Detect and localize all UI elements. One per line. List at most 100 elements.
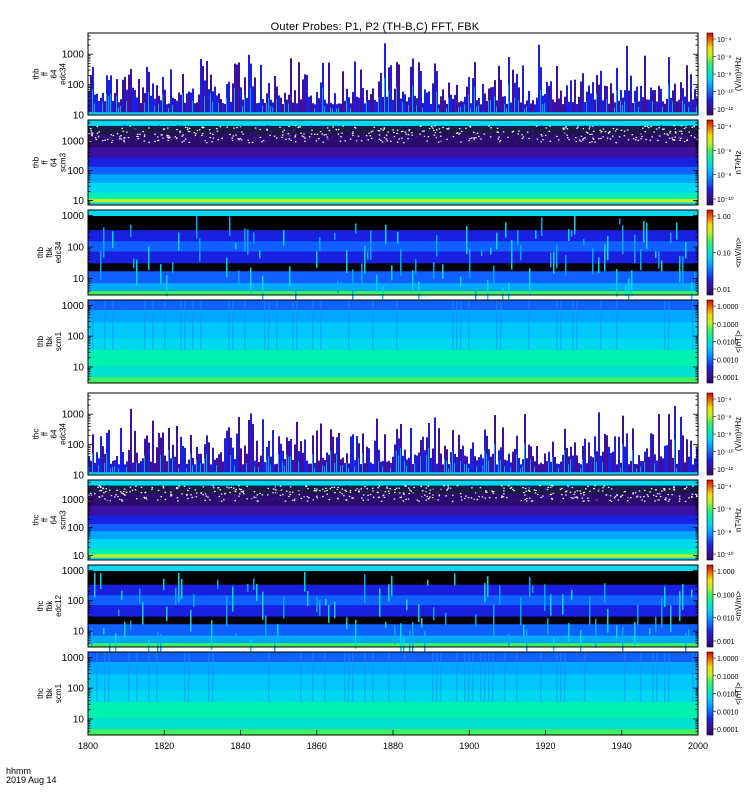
noise-speck bbox=[406, 485, 409, 488]
spectral-column bbox=[96, 452, 98, 473]
noise-speck bbox=[491, 129, 493, 131]
noise-speck bbox=[658, 139, 660, 142]
spectral-column-core bbox=[684, 104, 685, 113]
texture-stripe bbox=[152, 300, 154, 350]
noise-speck bbox=[423, 130, 425, 132]
spectral-column-core bbox=[524, 443, 525, 473]
burst-stripe bbox=[319, 599, 321, 616]
spectral-column-core bbox=[98, 465, 99, 473]
spectral-column-core bbox=[204, 96, 205, 113]
noise-speck bbox=[122, 130, 124, 132]
noise-speck bbox=[110, 140, 113, 142]
noise-speck bbox=[282, 500, 284, 502]
noise-speck bbox=[553, 135, 556, 138]
spectral-column-core bbox=[384, 77, 385, 113]
noise-speck bbox=[556, 135, 558, 138]
noise-speck bbox=[274, 492, 277, 494]
burst-stripe bbox=[229, 216, 231, 236]
spectral-column bbox=[370, 94, 372, 113]
noise-speck bbox=[182, 134, 185, 136]
noise-speck bbox=[564, 127, 567, 129]
spectral-column bbox=[454, 94, 456, 113]
burst-stripe bbox=[616, 625, 618, 639]
spectral-column bbox=[372, 88, 374, 113]
noise-speck bbox=[283, 129, 285, 131]
burst-stripe bbox=[196, 216, 198, 239]
burst-stripe bbox=[388, 584, 390, 602]
frequency-band bbox=[88, 134, 698, 148]
spectrogram-image bbox=[88, 300, 698, 384]
noise-speck bbox=[340, 138, 342, 140]
noise-speck bbox=[483, 135, 486, 137]
spectral-column-core bbox=[226, 98, 227, 113]
noise-speck bbox=[383, 140, 386, 142]
noise-speck bbox=[280, 489, 283, 491]
noise-speck bbox=[89, 128, 92, 130]
spectral-column bbox=[352, 434, 354, 473]
noise-speck bbox=[395, 135, 397, 138]
noise-speck bbox=[364, 486, 366, 488]
noise-speck bbox=[201, 134, 203, 137]
noise-speck bbox=[495, 499, 497, 501]
noise-speck bbox=[649, 491, 651, 493]
noise-speck bbox=[178, 485, 180, 487]
burst-stripe bbox=[544, 584, 546, 611]
noise-speck bbox=[112, 133, 115, 135]
texture-stripe bbox=[564, 652, 566, 702]
noise-speck bbox=[188, 493, 191, 495]
noise-speck bbox=[542, 126, 545, 128]
spectral-column-core bbox=[488, 460, 489, 473]
burst-stripe bbox=[682, 256, 684, 286]
noise-speck bbox=[443, 495, 446, 497]
noise-speck bbox=[594, 484, 596, 487]
noise-speck bbox=[593, 127, 595, 129]
spectral-column bbox=[132, 87, 134, 113]
noise-speck bbox=[594, 498, 597, 500]
noise-speck bbox=[355, 140, 358, 142]
spectral-column bbox=[200, 453, 202, 473]
noise-speck bbox=[489, 135, 492, 137]
noise-speck bbox=[310, 133, 313, 135]
noise-speck bbox=[665, 497, 667, 499]
spectral-column bbox=[656, 101, 658, 113]
burst-stripe bbox=[616, 269, 618, 297]
spectral-column-core bbox=[548, 462, 549, 473]
spectral-column bbox=[676, 101, 678, 113]
noise-speck bbox=[533, 131, 535, 133]
noise-speck bbox=[441, 499, 443, 501]
noise-speck bbox=[685, 126, 687, 128]
texture-stripe bbox=[576, 300, 578, 350]
spectral-column-core bbox=[314, 467, 315, 473]
noise-speck bbox=[355, 136, 358, 139]
spectral-column bbox=[408, 457, 410, 473]
panel-label-line: edc34 bbox=[54, 241, 63, 263]
noise-speck bbox=[142, 130, 144, 133]
noise-speck bbox=[135, 485, 137, 487]
noise-speck bbox=[95, 488, 98, 490]
spectral-column bbox=[642, 461, 644, 473]
noise-speck bbox=[303, 496, 306, 498]
spectral-column bbox=[228, 427, 230, 473]
spectral-column bbox=[638, 455, 640, 473]
noise-speck bbox=[226, 133, 228, 135]
noise-speck bbox=[412, 126, 414, 128]
noise-speck bbox=[625, 128, 627, 130]
noise-speck bbox=[563, 128, 565, 130]
noise-speck bbox=[236, 126, 238, 129]
spectral-column bbox=[286, 99, 288, 113]
noise-speck bbox=[607, 135, 609, 138]
spectral-column-core bbox=[168, 450, 169, 473]
spectral-column bbox=[232, 447, 234, 473]
spectral-column bbox=[572, 455, 574, 473]
spectral-column bbox=[320, 82, 322, 113]
noise-speck bbox=[263, 490, 266, 492]
x-tick-label: 2000 bbox=[688, 741, 708, 751]
noise-speck bbox=[616, 489, 619, 491]
spectral-column bbox=[576, 104, 578, 113]
spectral-column bbox=[252, 86, 254, 113]
noise-speck bbox=[110, 129, 112, 131]
spectral-column-core bbox=[258, 467, 259, 473]
spectral-column bbox=[242, 464, 244, 473]
noise-speck bbox=[108, 489, 111, 491]
spectral-column-core bbox=[162, 94, 163, 113]
